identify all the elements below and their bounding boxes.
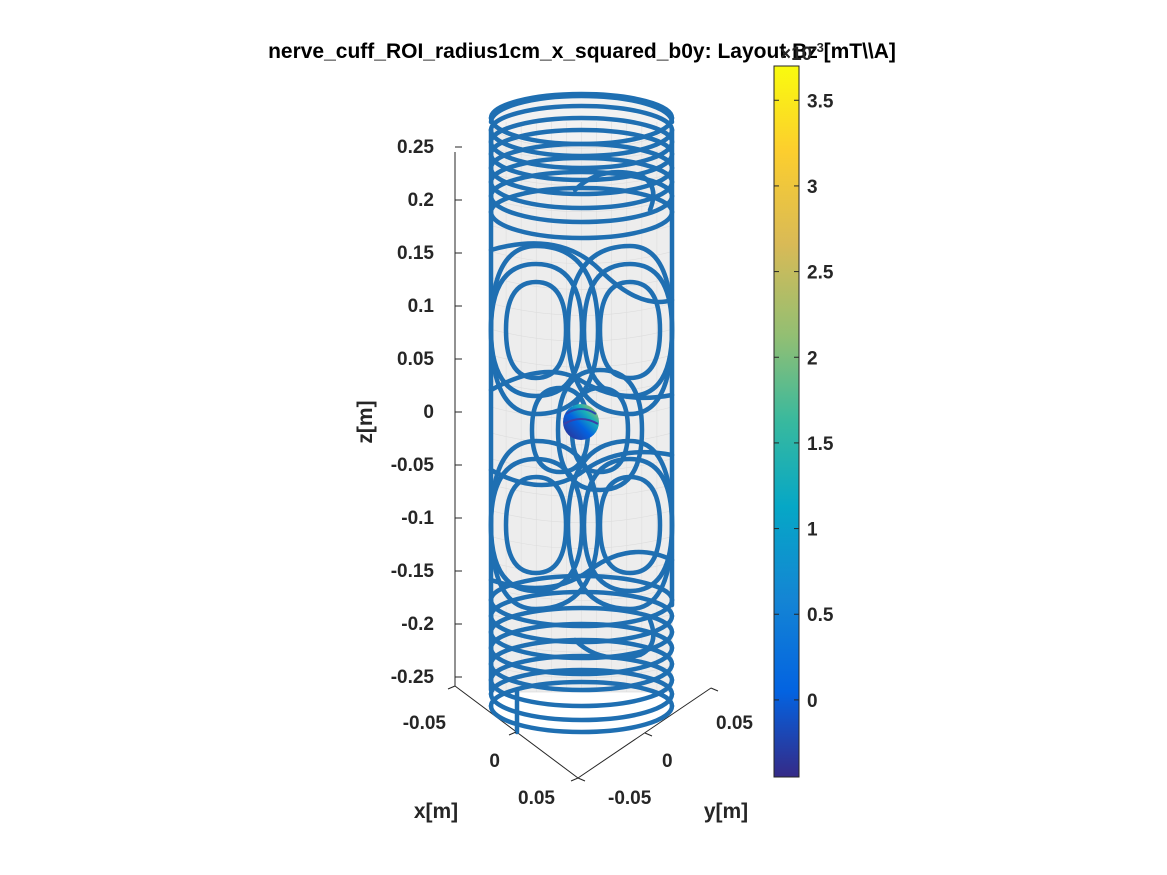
coil-ring-back	[488, 653, 675, 683]
x-tick-label: -0.05	[403, 713, 447, 734]
coil-winding	[572, 169, 656, 213]
colorbar-tick-label: 0.5	[807, 605, 834, 626]
z-tick-label: 0.1	[408, 296, 435, 317]
z-ticks: 0.25 0.2 0.15 0.1 0.05 0 -0.05 -0.1 -0.15 -0.2 -0.…	[391, 137, 462, 688]
coil-ring-back	[488, 679, 675, 709]
coil-ring	[488, 165, 675, 197]
coil-contour-loop	[565, 243, 675, 417]
coil-ring-back	[488, 605, 675, 635]
colorbar-tick-label: 2	[807, 348, 818, 369]
x-axis-label: x[m]	[414, 800, 458, 823]
coil-ring-back	[488, 169, 675, 199]
coil-winding	[488, 241, 675, 305]
z-axis-label: z[m]	[354, 400, 377, 443]
coil-winding	[488, 369, 675, 401]
colorbar-tick-label: 0	[807, 691, 818, 712]
coil-ring	[488, 691, 675, 723]
coil-ring-back	[488, 141, 675, 171]
y-tick-label: -0.05	[608, 788, 652, 809]
coil-ring-top	[488, 93, 675, 125]
colorbar-tick-label: 1	[807, 520, 818, 541]
colorbar-tick-label: 3.5	[807, 91, 834, 112]
mesh-line	[490, 588, 673, 601]
colorbar-exponent: -3	[812, 40, 824, 55]
coil-ring-back	[488, 103, 675, 133]
x-tick-label: 0.05	[518, 788, 555, 809]
coil-contour-loop	[565, 438, 675, 612]
coil-ring	[488, 179, 675, 211]
y-axis-label: y[m]	[704, 800, 748, 823]
z-tick-label: 0.15	[397, 243, 434, 264]
coil-ring-back	[488, 667, 675, 697]
colorbar-tick-label: 2.5	[807, 263, 834, 284]
coil-winding	[572, 617, 656, 661]
colorbar-exponent-label: ×10-3	[780, 40, 824, 65]
colorbar-gradient	[773, 65, 800, 778]
y-axis-line	[577, 687, 712, 779]
coil-ring-back	[488, 621, 675, 651]
x-ticks: -0.05 0 0.05	[403, 685, 579, 809]
y-tick-label: 0.05	[716, 713, 753, 734]
coil-ring	[488, 677, 675, 709]
roi-sphere	[563, 404, 599, 440]
z-tick-label: -0.1	[401, 508, 434, 529]
coil-ring	[488, 703, 675, 735]
z-tick-label: 0.25	[397, 137, 434, 158]
coil-ring	[488, 193, 675, 225]
z-tick-label: 0	[423, 402, 434, 423]
x-tick-label: 0	[489, 751, 500, 772]
coil-winding	[488, 549, 675, 591]
coil-ring-back	[488, 155, 675, 185]
coil-ring	[488, 151, 675, 183]
z-tick-label: -0.25	[391, 667, 435, 688]
coil-winding	[488, 449, 675, 488]
coil-wires	[488, 91, 675, 735]
z-tick-label: -0.15	[391, 561, 435, 582]
chart-title: nerve_cuff_ROI_radius1cm_x_squared_b0y: …	[268, 40, 896, 63]
z-tick-label: 0.2	[408, 190, 434, 211]
colorbar-tick-label: 1.5	[807, 434, 834, 455]
colorbar-tick-label: 3	[807, 177, 818, 198]
z-tick-label: 0.05	[397, 349, 434, 370]
coil-ring-back	[488, 115, 675, 145]
coil-contour-loop	[555, 367, 645, 493]
colorbar-ticks: 3.5 3 2.5 2 1.5 1 0.5 0	[774, 91, 834, 712]
coil-contour-loop	[597, 474, 663, 576]
mesh-line	[490, 665, 673, 679]
coil-ring	[488, 139, 675, 171]
z-tick-label: -0.2	[401, 614, 434, 635]
z-tick-label: -0.05	[391, 455, 435, 476]
mesh-line	[490, 432, 673, 446]
coil-ring-back	[488, 637, 675, 667]
colorbar: ×10-3 3.5 3 2.5 2 1.5 1 0.5 0	[773, 40, 834, 778]
y-ticks: -0.05 0 0.05	[577, 687, 753, 809]
coil-ring	[488, 661, 675, 693]
roi-sphere-surface	[563, 404, 599, 440]
roi-sphere-band	[565, 408, 597, 415]
roi-sphere-band	[563, 418, 599, 425]
y-tick-label: 0	[662, 751, 673, 772]
coil-ring-back	[488, 185, 675, 215]
coil-ring	[488, 645, 675, 677]
coil-ring-back	[488, 127, 675, 157]
coil-ring	[488, 209, 675, 241]
mesh-line	[490, 277, 673, 290]
